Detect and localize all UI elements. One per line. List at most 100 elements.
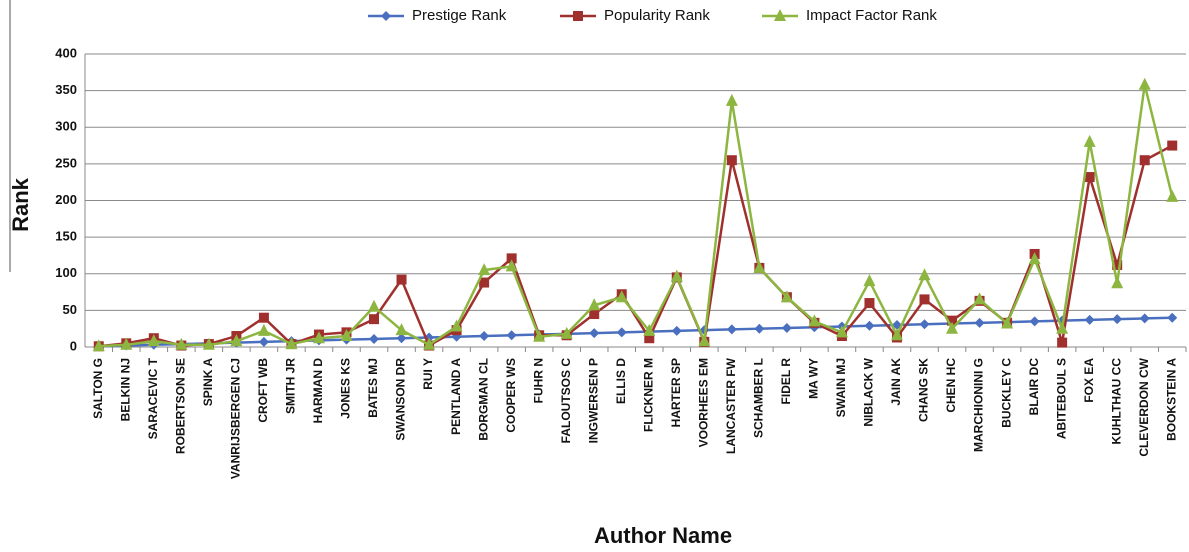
marker	[589, 328, 600, 339]
x-tick-label: BELKIN NJ	[118, 358, 132, 421]
x-tick-label: FIDEL R	[779, 358, 793, 405]
x-tick-label: HARMAN D	[311, 358, 325, 424]
marker	[533, 329, 546, 342]
x-tick-label: SALTON G	[91, 358, 105, 419]
x-tick-label: LANCASTER FW	[724, 357, 738, 454]
marker	[864, 320, 875, 331]
marker	[781, 322, 792, 333]
marker	[670, 269, 683, 282]
x-tick-label: BATES MJ	[366, 358, 380, 418]
marker	[808, 314, 821, 327]
x-tick-label: SWANSON DR	[394, 358, 408, 441]
x-tick-label: FALOUTSOS C	[559, 358, 573, 444]
marker	[644, 333, 655, 344]
marker	[230, 334, 243, 347]
marker	[864, 298, 875, 309]
marker	[396, 333, 407, 344]
series-line	[98, 84, 1174, 348]
marker	[369, 314, 380, 325]
x-tick-label: SMITH JR	[284, 358, 298, 414]
marker	[285, 337, 298, 350]
marker	[175, 337, 188, 350]
x-tick-label: HARTER SP	[669, 358, 683, 427]
x-tick-label: FOX EA	[1082, 358, 1096, 403]
x-tick-label: MA WY	[807, 358, 821, 399]
x-axis-title: Author Name	[594, 523, 732, 548]
y-tick-label: 100	[55, 265, 77, 280]
marker	[147, 334, 160, 347]
marker	[258, 312, 269, 323]
marker	[1056, 321, 1069, 334]
x-tick-label: JONES KS	[339, 358, 353, 419]
marker	[368, 299, 381, 312]
marker	[1029, 316, 1040, 327]
legend-label: Prestige Rank	[412, 7, 507, 24]
x-tick-label: BORGMAN CL	[476, 358, 490, 441]
marker	[835, 325, 848, 338]
x-tick-label: JAIN AK	[889, 358, 903, 406]
x-tick-label: FLICKNER M	[641, 358, 655, 432]
marker	[1001, 316, 1014, 329]
x-tick-label: ABITEBOUL S	[1054, 358, 1068, 439]
marker	[1057, 337, 1068, 348]
x-tick-label: VOORHEES EM	[696, 358, 710, 447]
marker	[863, 274, 876, 287]
marker	[381, 11, 391, 21]
marker	[615, 290, 628, 303]
marker	[754, 323, 765, 334]
marker	[479, 331, 490, 342]
x-tick-label: ELLIS D	[614, 358, 628, 404]
x-tick-label: INGWERSEN P	[586, 358, 600, 443]
x-tick-label: KUHLTHAU CC	[1109, 358, 1123, 445]
marker	[257, 323, 270, 336]
x-tick-label: ROBERTSON SE	[174, 358, 188, 454]
x-tick-label: VANRIJSBERGEN CJ	[229, 358, 243, 479]
marker	[120, 337, 133, 350]
marker	[396, 274, 407, 285]
x-tick-label: FUHR N	[531, 358, 545, 403]
marker	[1112, 314, 1123, 325]
marker	[1083, 134, 1096, 147]
legend-label: Popularity Rank	[604, 7, 710, 24]
x-tick-label: CHANG SK	[917, 358, 931, 422]
marker	[479, 277, 490, 288]
marker	[726, 324, 737, 335]
y-tick-label: 0	[70, 338, 77, 353]
x-tick-label: SPINK A	[201, 358, 215, 407]
y-tick-label: 200	[55, 192, 77, 207]
marker	[450, 319, 463, 332]
marker	[890, 328, 903, 341]
marker	[698, 334, 711, 347]
marker	[780, 290, 793, 303]
marker	[258, 336, 269, 347]
x-tick-label: CLEVERDON CW	[1137, 357, 1151, 456]
marker	[974, 317, 985, 328]
marker	[1111, 276, 1124, 289]
marker	[1139, 155, 1150, 166]
marker	[1167, 140, 1178, 151]
marker	[506, 330, 517, 341]
marker	[369, 333, 380, 344]
marker	[1028, 252, 1041, 265]
marker	[946, 321, 959, 334]
marker	[1084, 314, 1095, 325]
marker	[671, 325, 682, 336]
marker	[1138, 77, 1151, 90]
marker	[560, 326, 573, 339]
x-tick-label: SWAIN MJ	[834, 358, 848, 417]
x-tick-label: NIBLACK W	[862, 357, 876, 426]
marker	[506, 253, 517, 264]
marker	[1167, 312, 1178, 323]
marker	[573, 11, 583, 21]
x-tick-label: MARCHIONINI G	[972, 358, 986, 452]
marker	[423, 337, 436, 350]
marker	[725, 93, 738, 106]
marker	[753, 260, 766, 273]
y-axis-title: Rank	[8, 177, 33, 232]
x-tick-label: PENTLAND A	[449, 358, 463, 435]
series-line	[98, 316, 1173, 348]
marker	[918, 268, 931, 281]
x-tick-label: SCHAMBER L	[752, 358, 766, 438]
marker	[919, 294, 930, 305]
marker	[947, 315, 958, 326]
